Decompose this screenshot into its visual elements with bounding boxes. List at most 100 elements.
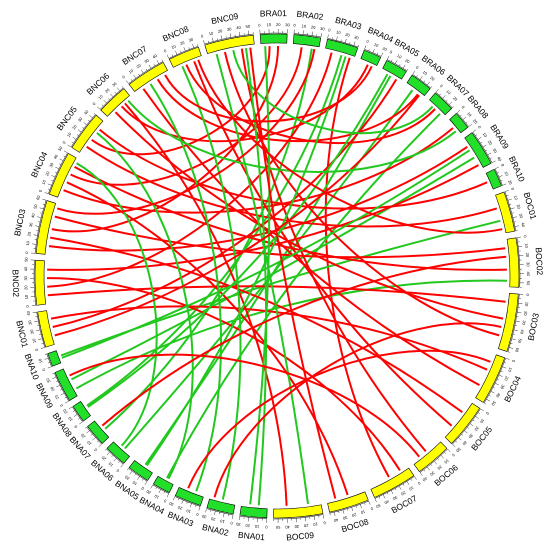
tick-mark (43, 204, 45, 205)
tick-label: 30 (294, 524, 300, 529)
chromosome-bra01 (260, 34, 287, 44)
tick-mark (56, 385, 60, 387)
link-ribbon-24 (48, 286, 506, 301)
tick-mark (446, 100, 447, 101)
tick-mark (395, 488, 396, 490)
tick-mark (51, 180, 53, 181)
tick-mark (48, 367, 52, 369)
tick-mark (434, 461, 437, 464)
link-ribbon-28 (143, 89, 479, 385)
tick-mark (48, 184, 52, 185)
tick-mark (205, 509, 206, 513)
tick-mark (407, 69, 408, 71)
chromosome-label-bra09: BRA09 (488, 123, 511, 151)
tick-mark (92, 438, 95, 441)
tick-mark (172, 55, 173, 57)
tick-mark (403, 65, 405, 68)
tick-label: 30 (467, 433, 474, 440)
tick-label: 0 (450, 452, 456, 458)
tick-label: 30 (354, 34, 361, 40)
tick-label: 0 (525, 293, 530, 296)
tick-mark (427, 467, 429, 470)
tick-label: 20 (44, 170, 51, 177)
tick-label: 10 (153, 493, 160, 500)
tick-label: 30 (23, 275, 28, 280)
tick-mark (195, 505, 196, 507)
tick-label: 20 (26, 231, 32, 237)
tick-mark (72, 142, 74, 143)
tick-label: 40 (519, 329, 525, 335)
tick-mark (159, 489, 161, 493)
tick-label: 0 (58, 403, 64, 408)
tick-mark (347, 509, 348, 511)
link-ribbon-29 (50, 238, 462, 413)
tick-mark (175, 51, 177, 55)
tick-mark (379, 497, 380, 499)
tick-label: 30 (77, 116, 84, 123)
tick-mark (354, 42, 355, 46)
tick-mark (364, 46, 365, 50)
tick-mark (513, 217, 517, 218)
tick-label: 0 (229, 520, 233, 525)
tick-mark (375, 498, 377, 502)
tick-label: 0 (293, 23, 296, 28)
tick-mark (508, 199, 512, 200)
tick-mark (460, 115, 462, 116)
tick-mark (339, 511, 340, 513)
tick-mark (508, 352, 510, 353)
tick-mark (118, 461, 119, 463)
tick-mark (504, 362, 506, 363)
tick-mark (145, 481, 147, 484)
tick-label: 0 (24, 250, 29, 253)
chromosome-bna04 (153, 476, 173, 492)
tick-mark (413, 71, 415, 74)
tick-mark (114, 458, 117, 461)
tick-mark (427, 82, 429, 85)
tick-mark (356, 506, 357, 508)
tick-mark (65, 397, 67, 398)
tick-label: 10 (267, 22, 272, 27)
tick-mark (94, 113, 96, 114)
tick-label: 10 (373, 42, 380, 49)
tick-label: 40 (30, 212, 36, 218)
tick-label: 30 (45, 377, 52, 384)
tick-mark (86, 431, 89, 434)
tick-label: 20 (503, 375, 510, 382)
chromosome-bnc02 (35, 260, 46, 305)
tick-mark (387, 493, 388, 495)
tick-label: 50 (526, 281, 531, 286)
tick-label: 20 (472, 118, 479, 125)
tick-label: 20 (276, 22, 281, 27)
tick-label: 10 (67, 415, 74, 422)
tick-mark (84, 122, 87, 124)
tick-mark (42, 343, 44, 344)
tick-label: 10 (482, 131, 489, 138)
tick-label: 20 (104, 87, 111, 94)
tick-mark (488, 153, 491, 155)
tick-label: 40 (421, 476, 428, 483)
tick-mark (416, 75, 417, 77)
tick-mark (135, 474, 136, 476)
tick-mark (431, 464, 432, 466)
tick-mark (146, 69, 147, 71)
tick-label: 10 (53, 393, 60, 400)
tick-label: 10 (445, 89, 452, 96)
tick-mark (178, 498, 179, 500)
tick-mark (391, 490, 393, 494)
tick-mark (501, 180, 503, 181)
tick-mark (51, 175, 55, 177)
tick-label: 10 (24, 294, 29, 300)
tick-mark (59, 164, 61, 165)
tick-mark (483, 145, 486, 147)
tick-label: 50 (245, 23, 251, 29)
tick-label: 50 (375, 503, 382, 510)
tick-label: 10 (507, 367, 514, 374)
tick-mark (73, 137, 76, 139)
tick-label: 50 (275, 525, 280, 530)
tick-label: 20 (436, 464, 443, 471)
chromosome-bra10 (486, 169, 501, 189)
tick-label: 20 (382, 46, 389, 53)
tick-label: 10 (25, 240, 31, 246)
tick-mark (369, 49, 370, 51)
